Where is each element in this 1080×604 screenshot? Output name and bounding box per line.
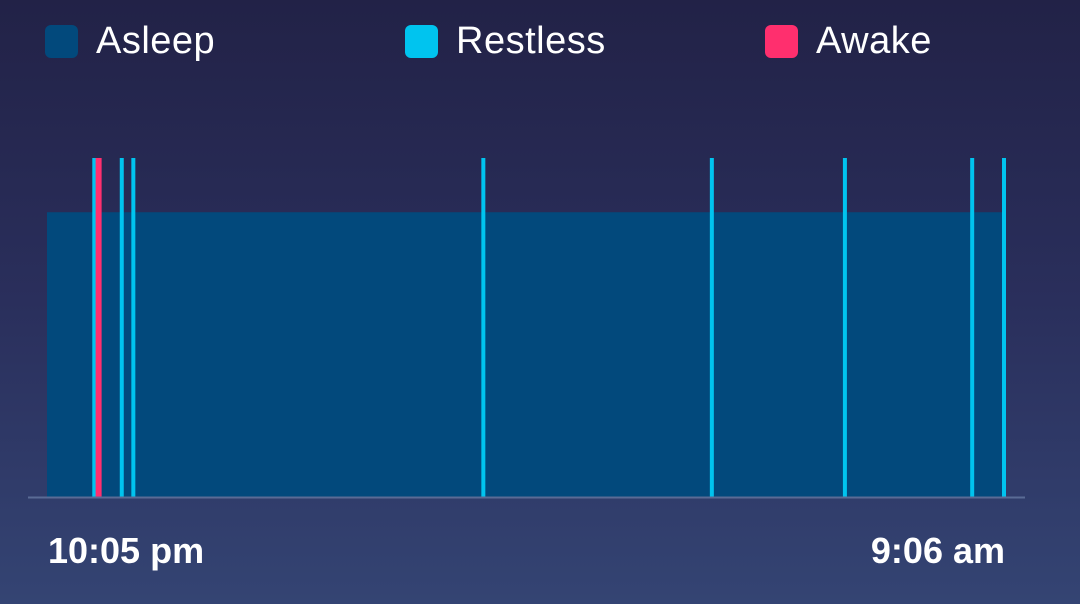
restless-event-line xyxy=(709,158,714,497)
restless-event-line xyxy=(970,158,975,497)
restless-event-line xyxy=(119,158,124,497)
legend-label-restless: Restless xyxy=(456,19,606,62)
legend-swatch-restless xyxy=(405,24,438,58)
restless-event-line xyxy=(1002,158,1006,497)
end-time-label: 9:06 am xyxy=(870,530,1005,571)
legend-label-asleep: Asleep xyxy=(96,19,216,62)
restless-event-line xyxy=(481,158,486,497)
legend-swatch-asleep xyxy=(45,24,78,58)
restless-event-line xyxy=(92,158,97,497)
legend-item-asleep: Asleep xyxy=(45,18,215,64)
restless-event-line xyxy=(842,158,847,497)
chart-legend: Asleep Restless Awake xyxy=(0,18,1080,64)
legend-swatch-awake xyxy=(765,24,798,58)
asleep-block xyxy=(47,212,1005,498)
legend-item-awake: Awake xyxy=(765,18,932,64)
start-time-label: 10:05 pm xyxy=(48,530,205,571)
legend-item-restless: Restless xyxy=(405,18,606,64)
awake-event-line xyxy=(95,158,102,497)
restless-event-line xyxy=(131,158,136,497)
legend-label-awake: Awake xyxy=(816,19,932,62)
